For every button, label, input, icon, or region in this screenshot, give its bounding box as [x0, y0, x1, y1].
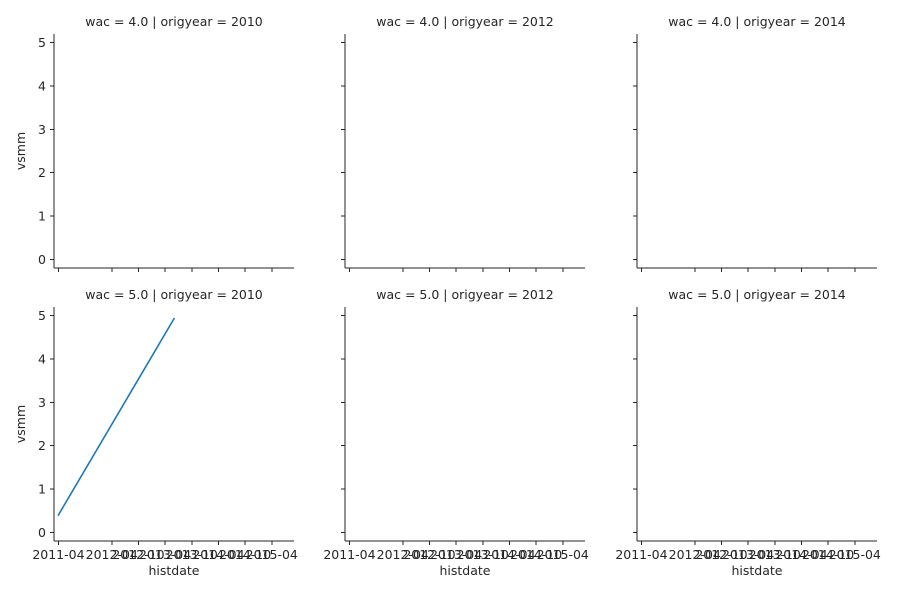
y-tick-label: 5	[38, 35, 46, 50]
x-tick-label: 2014-04	[192, 547, 244, 562]
x-tick-label: 2011-04	[615, 547, 667, 562]
x-tick-label: 2013-04	[430, 547, 482, 562]
y-tick-label: 4	[38, 352, 46, 367]
x-tick-label: 2012-10	[695, 547, 747, 562]
x-tick-label: 2014-04	[775, 547, 827, 562]
x-tick-label: 2012-10	[403, 547, 455, 562]
x-tick-label: 2013-04	[722, 547, 774, 562]
x-tick-label: 2015-04	[537, 547, 589, 562]
panel-title: wac = 4.0 | origyear = 2010	[85, 14, 263, 29]
x-tick-label: 2013-10	[457, 547, 509, 562]
y-tick-label: 5	[38, 308, 46, 323]
x-tick-label: 2015-04	[829, 547, 881, 562]
y-tick-label: 3	[38, 395, 46, 410]
x-tick-label: 2015-04	[246, 547, 298, 562]
x-tick-label: 2013-10	[166, 547, 218, 562]
panel-title: wac = 5.0 | origyear = 2014	[668, 287, 846, 302]
y-tick-label: 0	[38, 525, 46, 540]
x-tick-label: 2012-04	[669, 547, 721, 562]
y-tick-label: 1	[38, 482, 46, 497]
y-axis-label: vsmm	[13, 132, 28, 170]
x-tick-label: 2013-04	[139, 547, 191, 562]
series-line	[57, 317, 176, 517]
x-tick-label: 2014-10	[219, 547, 271, 562]
y-tick-label: 3	[38, 122, 46, 137]
panel-title: wac = 5.0 | origyear = 2012	[376, 287, 554, 302]
y-tick-label: 4	[38, 79, 46, 94]
y-tick-label: 2	[38, 438, 46, 453]
y-tick-label: 0	[38, 252, 46, 267]
x-tick-label: 2011-04	[323, 547, 375, 562]
panel-title: wac = 5.0 | origyear = 2010	[85, 287, 263, 302]
x-tick-label: 2014-04	[483, 547, 535, 562]
x-tick-label: 2012-04	[86, 547, 138, 562]
x-axis-label: histdate	[149, 563, 200, 578]
panel-title: wac = 4.0 | origyear = 2012	[376, 14, 554, 29]
y-tick-label: 1	[38, 209, 46, 224]
y-axis-label: vsmm	[13, 405, 28, 443]
x-tick-label: 2012-04	[377, 547, 429, 562]
panel-title: wac = 4.0 | origyear = 2014	[668, 14, 846, 29]
x-axis-label: histdate	[440, 563, 491, 578]
y-tick-label: 2	[38, 165, 46, 180]
x-tick-label: 2014-10	[802, 547, 854, 562]
x-tick-label: 2012-10	[112, 547, 164, 562]
x-tick-label: 2014-10	[510, 547, 562, 562]
x-tick-label: 2011-04	[32, 547, 84, 562]
x-tick-label: 2013-10	[749, 547, 801, 562]
x-axis-label: histdate	[732, 563, 783, 578]
